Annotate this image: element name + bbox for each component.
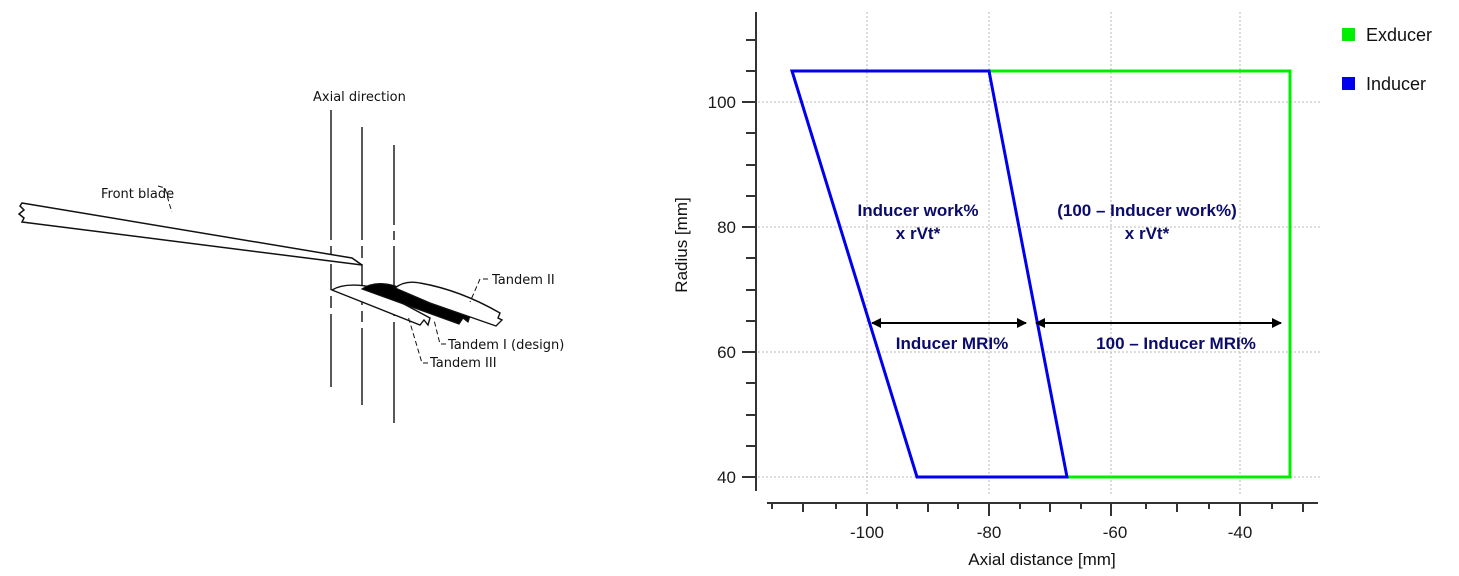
legend-swatch-inducer bbox=[1342, 77, 1355, 90]
x-axis bbox=[767, 502, 1318, 516]
x-tick-minus100: -100 bbox=[850, 523, 884, 542]
tandem-i-blade bbox=[360, 283, 471, 325]
axial-reference-lines bbox=[330, 110, 395, 423]
front-blade-leader bbox=[157, 185, 173, 213]
y-tick-100: 100 bbox=[708, 93, 736, 112]
blade-schematic: Axial direction Front blade Tandem II Ta… bbox=[17, 90, 564, 423]
inducer-work-label-line1: Inducer work% bbox=[858, 201, 979, 220]
inducer-exducer-chart: 100 80 60 40 -100 -80 -60 -40 Axial dist… bbox=[640, 0, 1459, 576]
tandem-ii-blade bbox=[393, 281, 504, 327]
legend-swatch-exducer bbox=[1342, 28, 1355, 41]
y-tick-40: 40 bbox=[717, 468, 736, 487]
chart-plot: 100 80 60 40 -100 -80 -60 -40 Axial dist… bbox=[672, 12, 1432, 569]
front-blade-label: Front blade bbox=[101, 187, 174, 202]
inducer-work-label-line2: x rVt* bbox=[896, 224, 941, 243]
y-axis-title: Radius [mm] bbox=[672, 197, 691, 292]
tandem-iii-label: Tandem III bbox=[429, 356, 497, 371]
exducer-outline bbox=[989, 69, 1292, 479]
tandem-i-leader bbox=[433, 319, 446, 345]
front-blade bbox=[17, 202, 363, 266]
tandem-iii-blade bbox=[330, 284, 431, 327]
grid bbox=[758, 12, 1320, 495]
x-tick-minus40: -40 bbox=[1228, 523, 1253, 542]
inducer-mri-label: Inducer MRI% bbox=[896, 334, 1008, 353]
y-tick-60: 60 bbox=[717, 343, 736, 362]
exducer-work-label-line2: x rVt* bbox=[1125, 224, 1170, 243]
x-tick-minus60: -60 bbox=[1103, 523, 1128, 542]
inducer-outline bbox=[789, 69, 1069, 479]
tandem-ii-label: Tandem II bbox=[491, 273, 555, 288]
legend-label-exducer: Exducer bbox=[1366, 25, 1432, 45]
legend: Exducer Inducer bbox=[1342, 25, 1432, 94]
y-tick-80: 80 bbox=[717, 218, 736, 237]
legend-label-inducer: Inducer bbox=[1366, 74, 1426, 94]
tandem-i-label: Tandem I (design) bbox=[447, 338, 564, 353]
x-axis-title: Axial distance [mm] bbox=[968, 550, 1115, 569]
tandem-iii-leader bbox=[407, 315, 428, 364]
tandem-blade-diagram: Axial direction Front blade Tandem II Ta… bbox=[0, 0, 640, 576]
y-axis bbox=[742, 12, 757, 491]
x-tick-minus80: -80 bbox=[977, 523, 1002, 542]
tandem-ii-leader bbox=[469, 278, 488, 303]
exducer-work-label-line1: (100 – Inducer work%) bbox=[1057, 201, 1237, 220]
axial-direction-label: Axial direction bbox=[313, 90, 406, 105]
exducer-mri-label: 100 – Inducer MRI% bbox=[1096, 334, 1256, 353]
